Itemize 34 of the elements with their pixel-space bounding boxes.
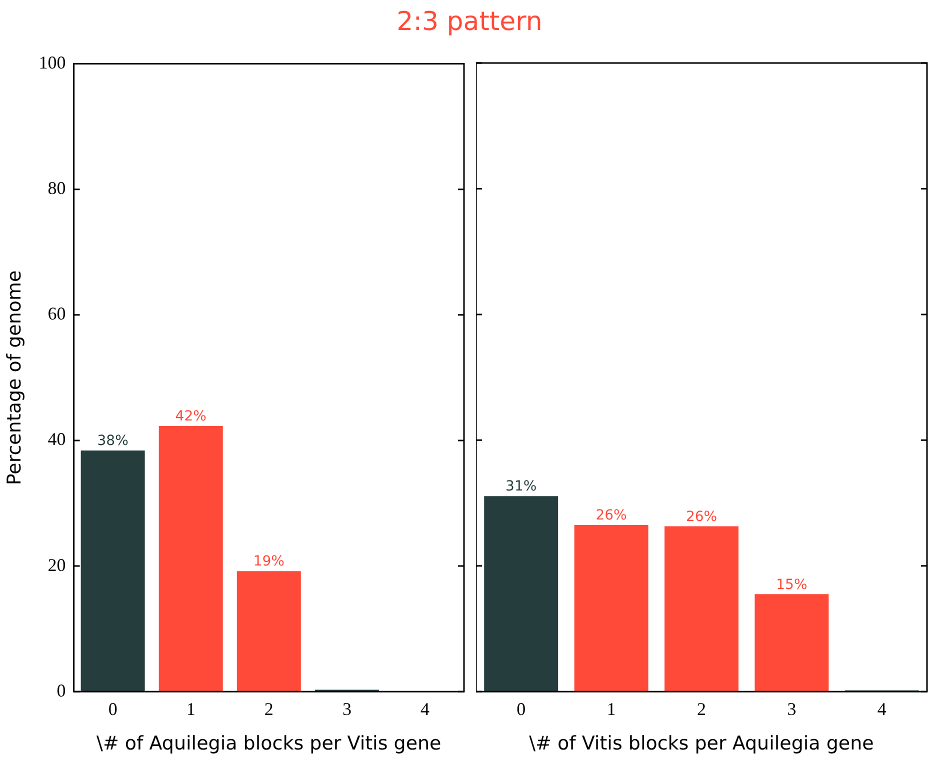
x-axis-title: \# of Vitis blocks per Aquilegia gene — [529, 732, 874, 755]
y-axis-title: Percentage of genome — [3, 270, 26, 486]
data-label: 15% — [776, 576, 808, 593]
bar — [484, 496, 558, 692]
y-tick-label: 20 — [48, 554, 66, 575]
y-tick-label: 40 — [48, 429, 66, 450]
x-tick-label: 4 — [877, 699, 886, 720]
data-label: 19% — [253, 554, 284, 570]
x-tick-label: 1 — [186, 699, 196, 720]
bar — [236, 571, 301, 692]
x-tick-label: 2 — [697, 699, 706, 720]
bar — [754, 594, 829, 692]
bar — [574, 525, 648, 692]
x-tick-label: 3 — [787, 699, 796, 720]
x-tick-label: 0 — [108, 699, 118, 720]
bar — [664, 526, 738, 692]
x-tick-label: 3 — [342, 699, 352, 720]
x-tick-label: 4 — [420, 699, 430, 720]
data-label: 31% — [506, 478, 537, 495]
y-tick-label: 60 — [48, 304, 66, 324]
y-tick-label: 100 — [38, 52, 66, 73]
data-label: 26% — [596, 508, 627, 524]
x-tick-label: 1 — [606, 699, 616, 720]
data-label: 42% — [175, 408, 206, 425]
bar — [80, 450, 145, 692]
bar — [158, 426, 223, 692]
data-label: 26% — [686, 508, 718, 525]
data-label: 38% — [97, 433, 128, 450]
y-tick-label: 0 — [56, 680, 66, 700]
chart-title: 2:3 pattern — [396, 6, 544, 39]
y-tick-label: 80 — [48, 178, 66, 198]
x-tick-label: 2 — [264, 699, 274, 720]
x-axis-title: \# of Aquilegia blocks per Vitis gene — [96, 732, 442, 755]
x-tick-label: 0 — [516, 699, 526, 720]
